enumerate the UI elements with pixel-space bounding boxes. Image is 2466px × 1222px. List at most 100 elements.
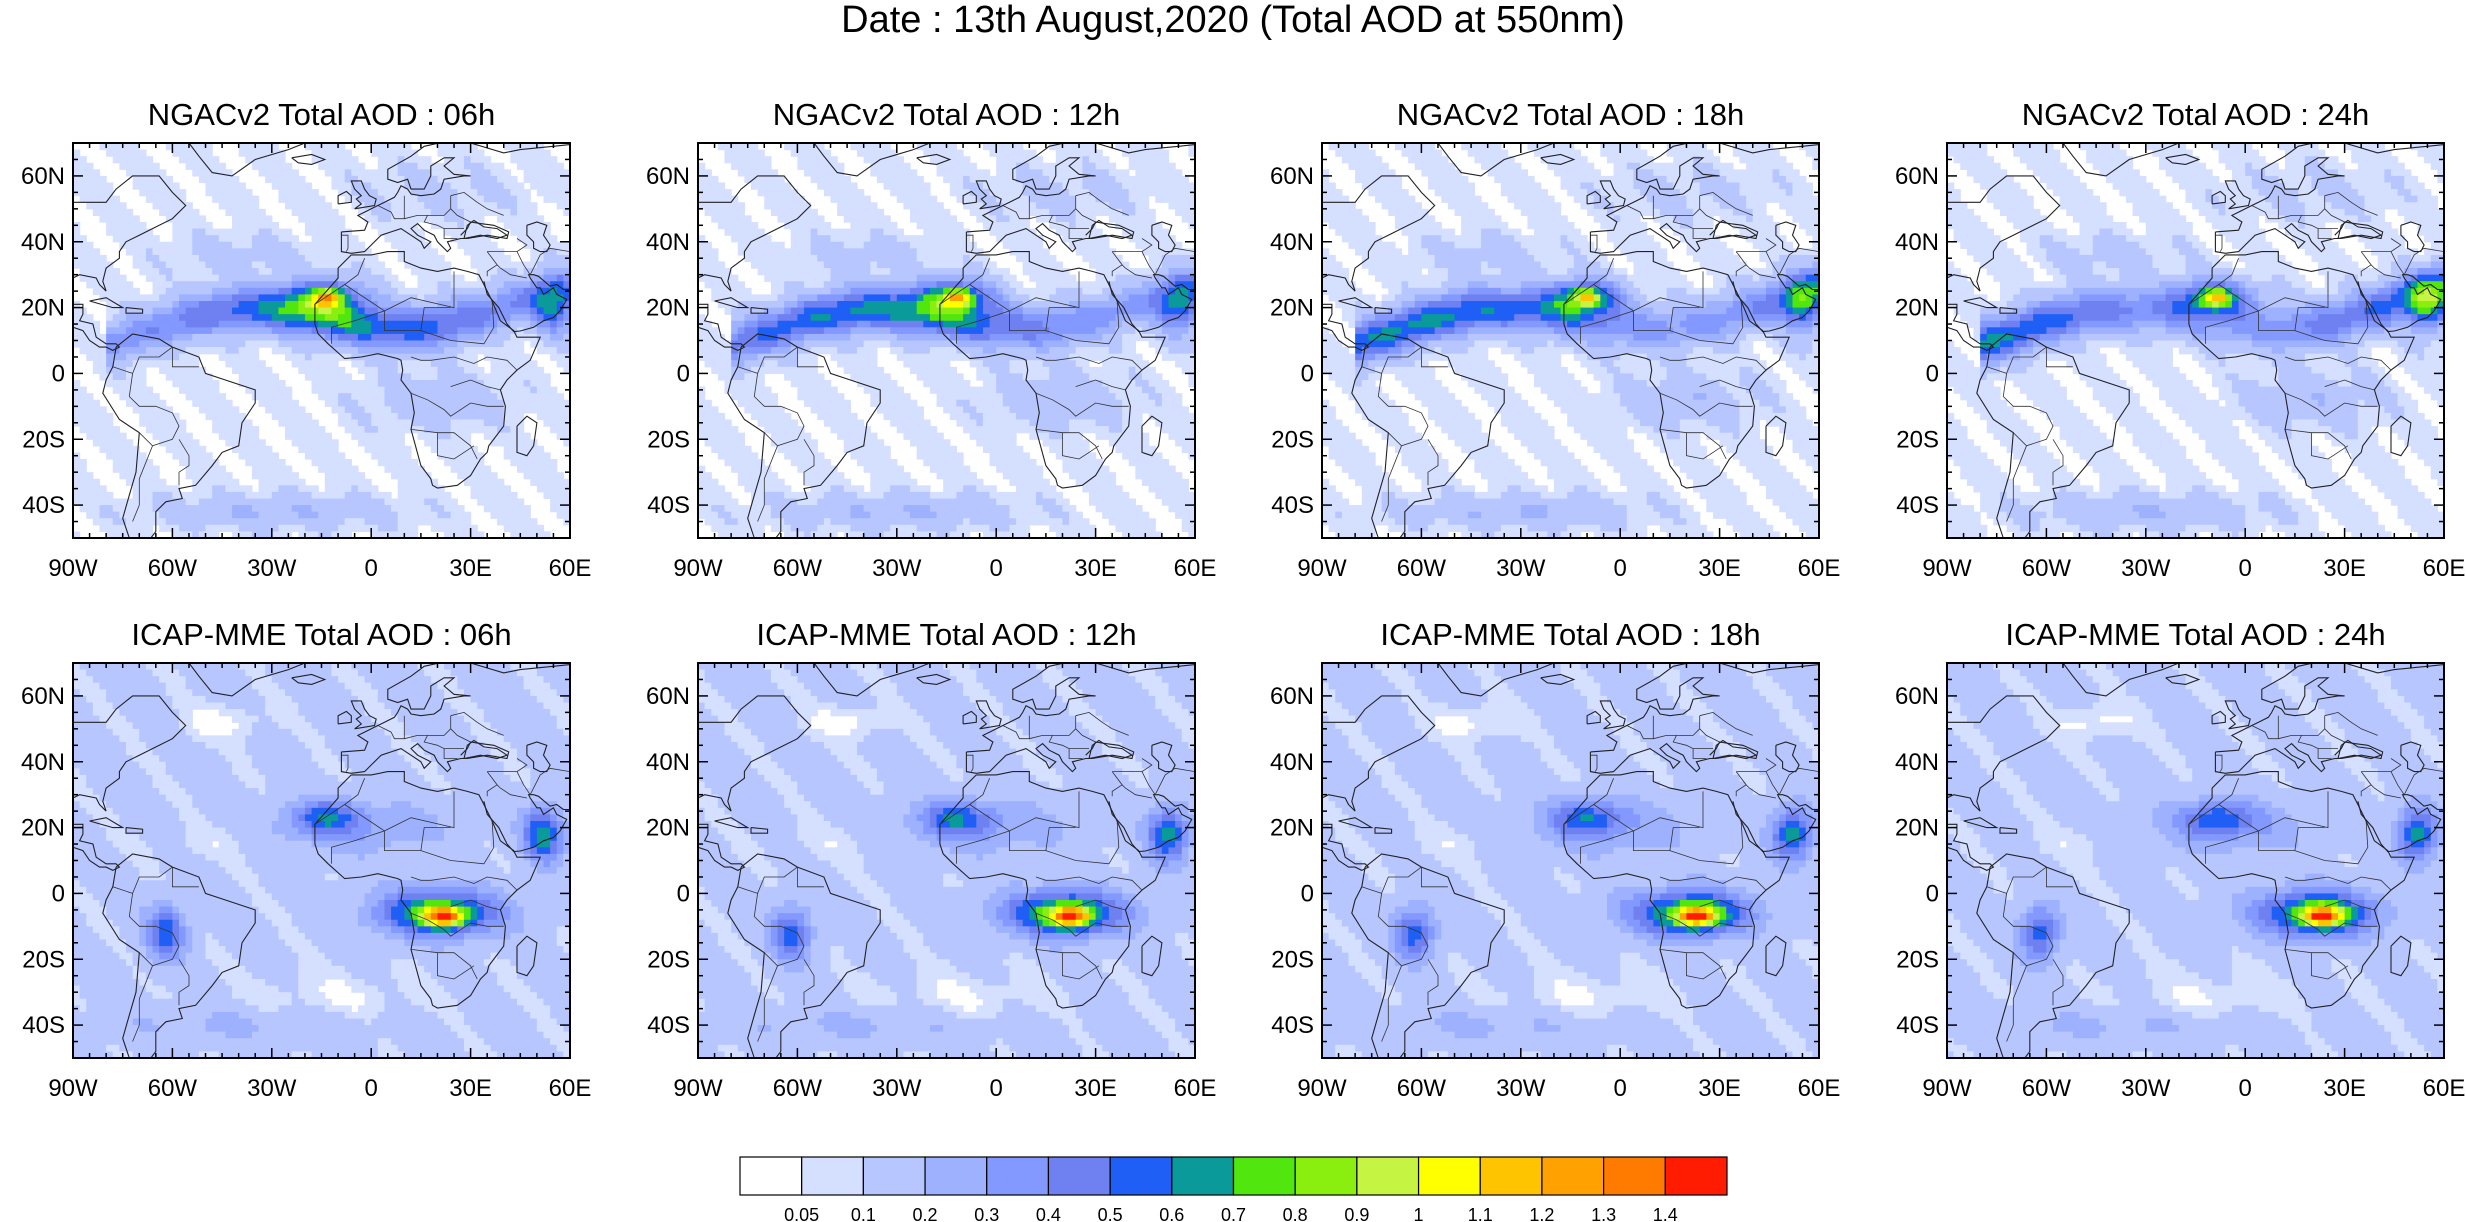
coastlines: [1947, 143, 2444, 538]
lon-tick-label: 60E: [1798, 555, 1841, 582]
lon-tick-label: 0: [990, 1075, 1003, 1102]
colorbar-swatch: [1356, 1156, 1420, 1196]
lat-tick-label: 40N: [1895, 229, 1939, 256]
lon-tick-label: 30W: [2121, 1075, 2171, 1102]
map-panel: NGACv2 Total AOD : 18h 90W 60W 30W 0 30E 60E 60…: [1270, 97, 1840, 582]
colorbar-swatch: [1294, 1156, 1358, 1196]
lat-tick-label: 0: [1301, 360, 1314, 387]
lat-tick-label: 20N: [646, 815, 690, 842]
lat-tick-label: 60N: [21, 163, 65, 190]
lon-tick-label: 30E: [1074, 555, 1117, 582]
aod-field: [1322, 663, 1819, 1058]
colorbar-swatch: [1541, 1156, 1605, 1196]
lat-tick-label: 20N: [1895, 815, 1939, 842]
colorbar-swatch: [924, 1156, 988, 1196]
map-panel: ICAP-MME Total AOD : 24h 90W 60W 30W 0 30E 60E…: [1895, 617, 2465, 1102]
lon-tick-label: 30E: [1698, 1075, 1741, 1102]
lon-tick-label: 30E: [2323, 555, 2366, 582]
lat-tick-label: 40N: [646, 749, 690, 776]
map-panel: ICAP-MME Total AOD : 12h 90W 60W 30W 0 30E 60E…: [646, 617, 1216, 1102]
lat-tick-label: 40S: [1896, 1012, 1939, 1039]
coastlines: [73, 143, 570, 538]
coastlines: [698, 143, 1195, 538]
lat-tick-label: 0: [52, 880, 65, 907]
figure-title: Date : 13th August,2020 (Total AOD at 55…: [841, 0, 1625, 41]
lon-tick-label: 60E: [1798, 1075, 1841, 1102]
colorbar-label: 0.2: [913, 1205, 938, 1222]
colorbar-swatch: [1664, 1156, 1728, 1196]
aod-field: [73, 663, 570, 1058]
lon-tick-label: 60W: [148, 1075, 198, 1102]
lon-tick-label: 60W: [1397, 555, 1447, 582]
lat-tick-label: 60N: [21, 683, 65, 710]
lat-tick-label: 20N: [646, 295, 690, 322]
lon-tick-label: 0: [2239, 555, 2252, 582]
colorbar-swatch: [1109, 1156, 1173, 1196]
lon-tick-label: 60W: [773, 1075, 823, 1102]
lat-tick-label: 40S: [1271, 1012, 1314, 1039]
lon-tick-label: 90W: [673, 555, 723, 582]
colorbar-label: 0.9: [1344, 1205, 1369, 1222]
lat-tick-label: 40S: [1271, 492, 1314, 519]
lat-tick-label: 20S: [647, 426, 690, 453]
lon-tick-label: 0: [365, 1075, 378, 1102]
lon-tick-label: 30W: [247, 555, 297, 582]
lon-tick-label: 90W: [673, 1075, 723, 1102]
axis-ticks: [1321, 662, 1820, 1059]
lon-tick-label: 0: [990, 555, 1003, 582]
colorbar-label: 1: [1414, 1205, 1424, 1222]
colorbar-swatch: [1171, 1156, 1235, 1196]
lat-tick-label: 40N: [21, 749, 65, 776]
lon-tick-label: 60W: [2022, 555, 2072, 582]
colorbar-swatch: [862, 1156, 926, 1196]
colorbar-swatch: [739, 1156, 803, 1196]
lat-tick-label: 40S: [22, 1012, 65, 1039]
lat-tick-label: 20N: [1270, 295, 1314, 322]
lon-tick-label: 60E: [549, 1075, 592, 1102]
axis-ticks: [1321, 142, 1820, 539]
lat-tick-label: 60N: [646, 683, 690, 710]
lon-tick-label: 30W: [247, 1075, 297, 1102]
panel-title: ICAP-MME Total AOD : 06h: [131, 617, 511, 652]
lon-tick-label: 30E: [2323, 1075, 2366, 1102]
colorbar: 0.05 0.1 0.2 0.3 0.4 0.5 0.6 0.7 0.8 0.9 1 1.1 1.2 1.…: [739, 1156, 1728, 1222]
aod-field: [1322, 143, 1819, 538]
lat-tick-label: 60N: [646, 163, 690, 190]
axis-ticks: [72, 142, 571, 539]
lon-tick-label: 30E: [449, 1075, 492, 1102]
lat-tick-label: 20N: [21, 295, 65, 322]
colorbar-label: 0.3: [974, 1205, 999, 1222]
lon-tick-label: 30W: [872, 1075, 922, 1102]
lat-tick-label: 20S: [1271, 426, 1314, 453]
aod-field: [698, 143, 1195, 538]
colorbar-label: 0.7: [1221, 1205, 1246, 1222]
colorbar-label: 0.5: [1098, 1205, 1123, 1222]
lat-tick-label: 40N: [1895, 749, 1939, 776]
aod-field: [1947, 663, 2444, 1058]
axis-ticks: [697, 142, 1196, 539]
colorbar-swatch: [1479, 1156, 1543, 1196]
colorbar-label: 0.4: [1036, 1205, 1061, 1222]
lon-tick-label: 30E: [1698, 555, 1741, 582]
lon-tick-label: 90W: [1297, 555, 1347, 582]
lat-tick-label: 40N: [1270, 749, 1314, 776]
map-panels: NGACv2 Total AOD : 06h 90W 60W 30W 0 30E 60E 60…: [21, 97, 2465, 1102]
lat-tick-label: 60N: [1270, 683, 1314, 710]
colorbar-label: 0.05: [784, 1205, 819, 1222]
lon-tick-label: 30W: [872, 555, 922, 582]
lat-tick-label: 0: [1926, 880, 1939, 907]
lat-tick-label: 60N: [1895, 163, 1939, 190]
lon-tick-label: 60W: [148, 555, 198, 582]
lon-tick-label: 90W: [48, 555, 98, 582]
lat-tick-label: 40S: [647, 1012, 690, 1039]
coastlines: [1322, 663, 1819, 1058]
aod-field: [1947, 143, 2444, 538]
lon-tick-label: 30W: [1496, 555, 1546, 582]
lon-tick-label: 60E: [1174, 1075, 1217, 1102]
lat-tick-label: 0: [52, 360, 65, 387]
panel-title: ICAP-MME Total AOD : 24h: [2005, 617, 2385, 652]
axis-ticks: [72, 662, 571, 1059]
colorbar-label: 1.3: [1591, 1205, 1616, 1222]
panel-title: NGACv2 Total AOD : 18h: [1397, 97, 1744, 132]
lat-tick-label: 40N: [1270, 229, 1314, 256]
